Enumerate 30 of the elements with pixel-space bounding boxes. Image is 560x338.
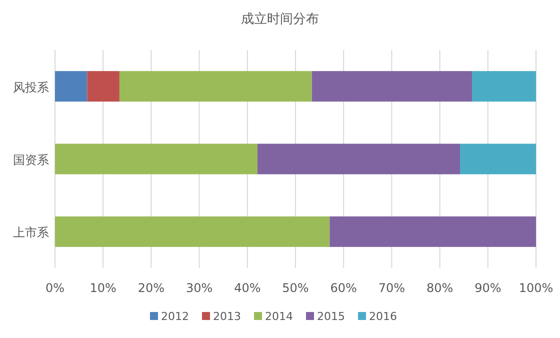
bar [258,144,460,174]
bar [119,71,312,102]
bar [55,144,258,174]
bar [460,144,536,174]
y-tick-label: 上市系 [13,226,49,240]
bar [87,71,120,102]
x-tick-label: 40% [234,281,261,295]
x-tick-label: 80% [426,281,454,295]
bar [312,71,472,102]
bar [55,71,88,102]
bar [472,71,536,102]
x-tick-label: 100% [518,281,554,295]
legend-label: 2013 [213,310,241,323]
chart-title: 成立时间分布 [241,11,319,27]
x-tick-label: 70% [378,281,406,295]
bar [55,216,330,247]
x-tick-label: 20% [138,281,165,295]
x-tick-label: 0% [45,281,65,295]
x-tick-label: 60% [330,281,357,295]
x-tick-label: 30% [186,281,213,295]
legend-label: 2016 [369,310,397,323]
legend-label: 2014 [265,310,293,323]
y-tick-label: 风投系 [13,80,49,94]
x-tick-label: 10% [90,281,116,295]
y-tick-label: 国资系 [13,153,49,167]
x-tick-label: 50% [282,281,309,295]
x-tick-label: 90% [474,281,502,295]
legend-label: 2015 [317,310,345,323]
bar [330,216,536,247]
legend-label: 2012 [161,310,189,323]
